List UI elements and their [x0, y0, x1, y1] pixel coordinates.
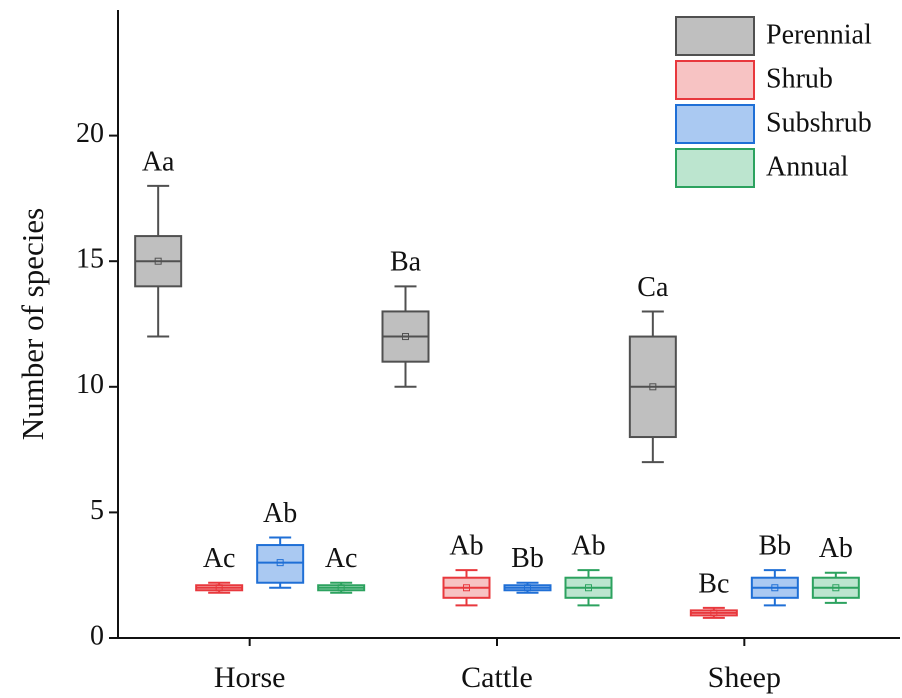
y-tick-label: 5: [90, 495, 104, 526]
legend-swatch: [675, 16, 755, 56]
mean-marker: [276, 559, 284, 567]
significance-label: Ac: [325, 543, 358, 574]
x-tick-label: Cattle: [461, 661, 533, 694]
mean-marker: [215, 584, 223, 592]
y-tick-label: 15: [76, 244, 104, 275]
mean-marker: [337, 584, 345, 592]
mean-marker: [463, 584, 470, 592]
significance-label: Bb: [511, 543, 544, 574]
significance-label: Ab: [449, 531, 483, 562]
box: [256, 544, 305, 584]
x-tick-label: Sheep: [708, 661, 781, 694]
significance-label: Bb: [758, 531, 791, 562]
y-tick-label: 10: [76, 369, 104, 400]
mean-marker: [832, 584, 840, 592]
y-tick-label: 0: [90, 620, 104, 651]
significance-label: Ab: [263, 498, 297, 529]
significance-label: Ab: [571, 531, 605, 562]
mean-marker: [154, 257, 162, 265]
significance-label: Bc: [698, 568, 729, 599]
significance-label: Aa: [142, 146, 175, 177]
y-tick-label: 20: [76, 118, 104, 149]
mean-marker: [402, 333, 409, 341]
legend-swatch: [675, 60, 755, 100]
significance-label: Ac: [203, 543, 236, 574]
mean-marker: [649, 383, 657, 391]
legend-swatch: [675, 104, 755, 144]
x-tick-label: Horse: [214, 661, 286, 694]
legend-label: Subshrub: [766, 107, 872, 138]
legend-label: Perennial: [766, 19, 872, 50]
mean-marker: [524, 584, 531, 592]
mean-marker: [585, 584, 592, 592]
significance-label: Ab: [819, 533, 853, 564]
legend-label: Shrub: [766, 63, 833, 94]
y-axis-title: Number of species: [15, 208, 50, 440]
significance-label: Ba: [390, 247, 422, 278]
mean-marker: [710, 609, 718, 617]
legend-label: Annual: [766, 151, 849, 182]
mean-marker: [771, 584, 779, 592]
significance-label: Ca: [637, 272, 669, 303]
legend-swatch: [675, 148, 755, 188]
